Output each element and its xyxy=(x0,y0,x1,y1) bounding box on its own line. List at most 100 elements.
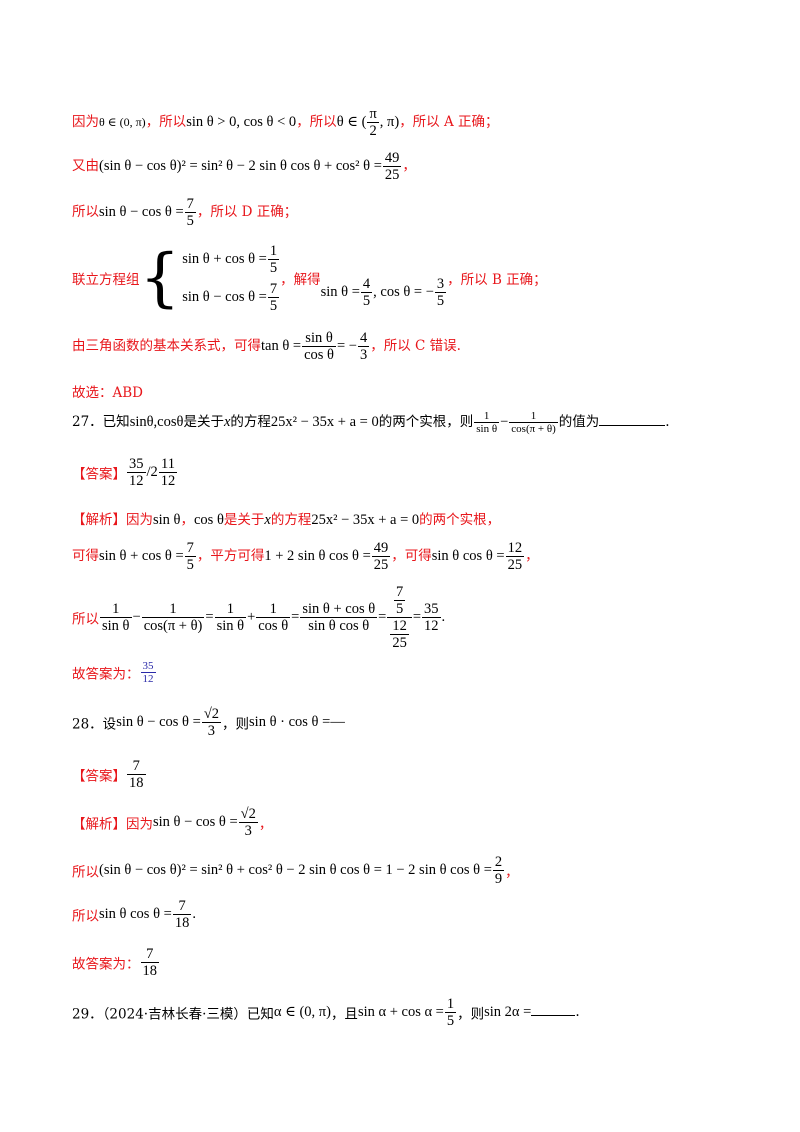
denominator: 3 xyxy=(359,347,368,363)
text: ， xyxy=(180,512,195,528)
denominator: 25 xyxy=(373,557,389,573)
numerator: 3 xyxy=(434,275,447,293)
answer-blank[interactable]: — xyxy=(330,714,345,730)
text: ，且 xyxy=(330,1006,358,1023)
denominator: 12 xyxy=(424,618,439,634)
answer-blank[interactable] xyxy=(531,1015,576,1016)
numerator: 7 xyxy=(140,946,159,963)
fraction: 1 sin θ xyxy=(214,601,247,634)
math: sinθ,cosθ xyxy=(129,414,184,430)
text: 的方程 xyxy=(270,512,312,528)
fraction: 35 12 xyxy=(422,601,441,634)
math: (sin θ − cos θ)² = sin² θ − 2 sin θ cos … xyxy=(99,158,382,174)
fraction: sin θ + cos θ sin θ cos θ xyxy=(300,601,378,634)
solution-values: sin θ = 4 5, cos θ = −3 5 xyxy=(321,276,448,309)
solution-line-3: 所以sin θ − cos θ = 7 5 ，所以 D 正确； xyxy=(72,196,760,229)
math: = − xyxy=(337,338,357,354)
math: sin θ · cos θ = xyxy=(249,714,331,730)
fraction: 35 12 xyxy=(127,456,146,489)
numerator: 4 xyxy=(357,330,370,347)
denominator: 3 xyxy=(207,723,216,739)
text: ， xyxy=(258,816,273,833)
math: α ∈ (0, π) xyxy=(273,1004,331,1020)
math: θ ∈ ( xyxy=(336,114,367,130)
question-29: 29．（2024·吉林长春·三模）已知α ∈ (0, π)，且sin α + c… xyxy=(72,996,760,1029)
math: = xyxy=(291,609,300,625)
math: 25x² − 35x + a = 0 xyxy=(270,414,379,430)
text: 的两个实根， xyxy=(419,512,501,528)
denominator: sin θ xyxy=(102,618,130,634)
numerator: 7 xyxy=(127,758,146,775)
denominator: 12 xyxy=(142,673,154,685)
numerator: √2 xyxy=(201,706,222,723)
math: 25x² − 35x + a = 0 xyxy=(311,512,420,528)
math: + xyxy=(247,609,256,625)
math: , π) xyxy=(379,114,400,130)
numerator: sin θ + cos θ xyxy=(300,601,378,618)
numerator: 1 xyxy=(141,601,205,618)
text: ，所以 C 错误. xyxy=(370,338,461,354)
fraction: 35 12 xyxy=(140,660,156,685)
denominator: 3 xyxy=(244,823,252,839)
analysis-28-line-1: 【解析】因为sin θ − cos θ = √2 3， xyxy=(72,806,760,839)
text: ，平方可得 xyxy=(196,548,265,564)
denominator: 12 25 xyxy=(387,618,412,651)
fraction: 12 25 xyxy=(505,540,525,573)
numerator: 12 xyxy=(505,540,525,557)
denominator: 18 xyxy=(174,915,190,931)
question-28: 28．设sin θ − cos θ = √2 3 ，则sin θ · cos θ =— xyxy=(72,706,760,739)
text: 所以 xyxy=(72,908,99,925)
answer-blank[interactable] xyxy=(599,425,666,426)
math: (sin θ − cos θ)² = sin² θ + cos² θ − 2 s… xyxy=(99,862,492,878)
analysis-28-line-2: 所以(sin θ − cos θ)² = sin² θ + cos² θ − 2… xyxy=(72,854,760,887)
denominator: cos(π + θ) xyxy=(143,618,203,634)
denominator: 5 xyxy=(362,292,371,309)
fraction: 1 cos θ xyxy=(256,601,291,634)
numerator: 1 xyxy=(444,996,457,1013)
fraction: 1 sin θ xyxy=(474,410,500,435)
denominator: sin θ xyxy=(216,618,245,634)
text: 故答案为： xyxy=(72,666,140,683)
math: − xyxy=(132,609,141,625)
numerator: 2 xyxy=(492,854,505,871)
math: x xyxy=(223,414,231,430)
text: 是关于 xyxy=(183,414,224,430)
fraction: 7 18 xyxy=(127,758,146,791)
equation-system: sin θ + cos θ = 1 5 sin θ − cos θ = 7 5 xyxy=(182,240,280,316)
text: ，所以 B 正确； xyxy=(447,272,547,288)
analysis-28-final: 故答案为： 7 18 xyxy=(72,946,760,979)
math: sin θ = xyxy=(320,283,360,300)
denominator: 5 xyxy=(436,292,445,309)
math: sin α + cos α = xyxy=(357,1004,444,1020)
text: ， xyxy=(525,548,539,564)
text: ，所以 xyxy=(296,114,337,130)
text: 所以 xyxy=(72,611,99,628)
text: ， xyxy=(505,864,519,881)
denominator: cos θ xyxy=(304,347,334,363)
text: 的两个实根，则 xyxy=(378,414,474,430)
fraction: 1 cos(π + θ) xyxy=(141,601,205,634)
numerator: sin θ xyxy=(302,330,336,347)
numerator: 35 xyxy=(127,456,146,473)
numerator: 7 xyxy=(184,540,196,557)
numerator: 1 xyxy=(100,601,132,618)
text: 因为 xyxy=(72,114,99,130)
denominator: 25 xyxy=(392,635,407,651)
analysis-28-line-3: 所以sin θ cos θ = 7 18. xyxy=(72,898,760,931)
math: . xyxy=(441,609,446,625)
numerator: 7 xyxy=(393,584,406,601)
text: ，所以 xyxy=(145,114,187,130)
system-row: sin θ − cos θ = 7 5 xyxy=(182,278,280,316)
denominator: 18 xyxy=(142,963,158,979)
math: sin θ − cos θ = xyxy=(99,204,184,220)
fraction: 1 cos(π + θ) xyxy=(509,410,558,435)
fraction: √2 3 xyxy=(238,806,258,839)
math: = xyxy=(412,609,422,625)
question-27: 27．已知sinθ,cosθ是关于x的方程25x² − 35x + a = 0的… xyxy=(72,410,760,435)
numerator: 1 xyxy=(256,601,291,618)
